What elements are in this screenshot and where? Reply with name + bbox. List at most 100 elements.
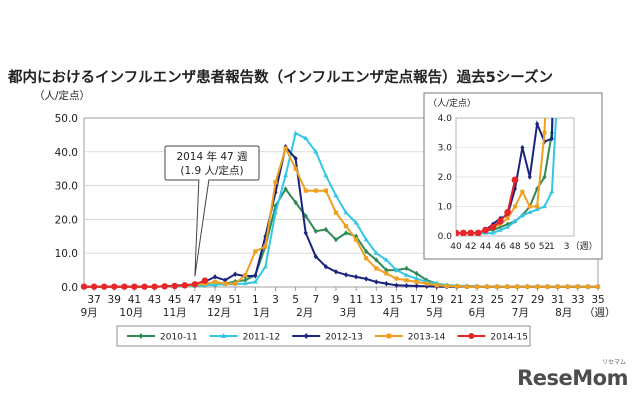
data-point [303, 135, 309, 140]
data-point [181, 282, 188, 289]
legend-swatch-marker [468, 333, 475, 339]
x-tick-label: 17 [410, 294, 423, 306]
data-point [121, 283, 128, 290]
month-label: 12月 [207, 307, 231, 319]
data-point [151, 283, 158, 290]
inset-data-point [474, 229, 482, 236]
x-tick-label: 45 [168, 294, 181, 306]
inset-x-tick-label: 46 [495, 242, 507, 252]
data-point [272, 209, 278, 215]
data-point [273, 203, 278, 209]
logo-text: ReseMom [517, 366, 628, 390]
inset-series-group [456, 118, 558, 236]
inset-y-tick-label: 1.0 [438, 203, 453, 213]
data-point [253, 249, 258, 254]
data-point [303, 188, 308, 193]
month-label: 10月 [119, 307, 143, 319]
data-point [363, 236, 369, 242]
x-tick-label: 3 [272, 294, 279, 306]
legend-label: 2013-14 [408, 333, 446, 343]
data-point [474, 284, 480, 289]
inset-data-point [489, 223, 497, 231]
legend-entry: 2012-13 [292, 333, 363, 343]
inset-data-point [549, 189, 555, 194]
data-point [303, 213, 308, 219]
inset-plot: （人/定点） 0.0 1.0 2.0 3.0 4.0 40 42 44 46 48 50 521 3 （週） [423, 92, 603, 260]
data-point [80, 283, 88, 290]
legend-entry: 2014-15 [457, 333, 528, 343]
data-point [505, 284, 510, 289]
data-point [555, 284, 560, 289]
data-point [293, 166, 298, 171]
month-label: 4月 [383, 307, 400, 319]
data-point [273, 180, 278, 185]
resemom-logo: リセマム ReseMom [517, 359, 628, 390]
data-point [212, 281, 218, 287]
data-point [384, 271, 389, 276]
data-point [545, 284, 550, 289]
data-point [90, 283, 98, 290]
data-point [313, 228, 318, 234]
inset-data-point [549, 136, 554, 142]
data-point [495, 284, 500, 289]
data-point [384, 280, 389, 287]
data-point [201, 277, 209, 284]
data-point [343, 209, 349, 215]
data-point [384, 267, 389, 273]
inset-data-point [527, 174, 532, 180]
inset-data-point [527, 204, 532, 209]
data-point [323, 264, 328, 270]
x-tick-label: 43 [148, 294, 161, 306]
data-point [233, 281, 238, 286]
data-point [263, 233, 268, 239]
inset-y-tick-label: 4.0 [438, 114, 453, 124]
data-point [333, 269, 339, 275]
inset-x-tick-label: 48 [509, 242, 521, 252]
inset-data-point [535, 204, 540, 209]
data-point [404, 272, 410, 277]
series-2014-15 [80, 277, 209, 290]
inset-data-point [496, 217, 504, 225]
data-point [131, 283, 138, 290]
x-tick-label: 33 [571, 294, 584, 306]
data-point [100, 283, 108, 290]
legend-label: 2014-15 [490, 333, 528, 343]
data-point [354, 274, 359, 280]
data-point [454, 284, 460, 289]
inset-data-point [542, 203, 547, 209]
inset-x-tick-label: 44 [480, 242, 492, 252]
data-point [515, 284, 520, 289]
data-point [333, 236, 339, 243]
inset-data-point [482, 226, 489, 234]
x-tick-label: 47 [188, 294, 201, 306]
data-point [444, 283, 449, 289]
inset-data-point [520, 189, 525, 194]
data-point [354, 233, 359, 239]
data-point [414, 279, 419, 285]
x-tick-label: 23 [470, 294, 483, 306]
data-point [253, 273, 258, 279]
callout-line1: 2014 年 47 週 [176, 150, 248, 163]
data-point [243, 273, 248, 278]
x-tick-label: 21 [450, 294, 463, 306]
data-point [313, 149, 319, 154]
inset-data-point [520, 144, 525, 151]
data-point [262, 264, 268, 269]
data-point [191, 281, 199, 288]
data-point [233, 271, 238, 277]
data-point [485, 284, 490, 289]
data-point [313, 253, 318, 260]
data-point [565, 284, 570, 289]
data-point [343, 224, 349, 229]
data-point [333, 193, 339, 198]
data-point [414, 275, 420, 281]
inset-data-point [497, 227, 503, 232]
inset-y-tick-label: 2.0 [438, 173, 453, 183]
x-tick-label: 9 [333, 294, 340, 306]
callout-line2: (1.9 人/定点) [180, 164, 243, 177]
data-point [585, 284, 591, 289]
x-tick-label: 49 [208, 294, 221, 306]
data-point [414, 283, 419, 289]
data-point [383, 257, 389, 262]
legend-label: 2011-12 [243, 333, 281, 343]
